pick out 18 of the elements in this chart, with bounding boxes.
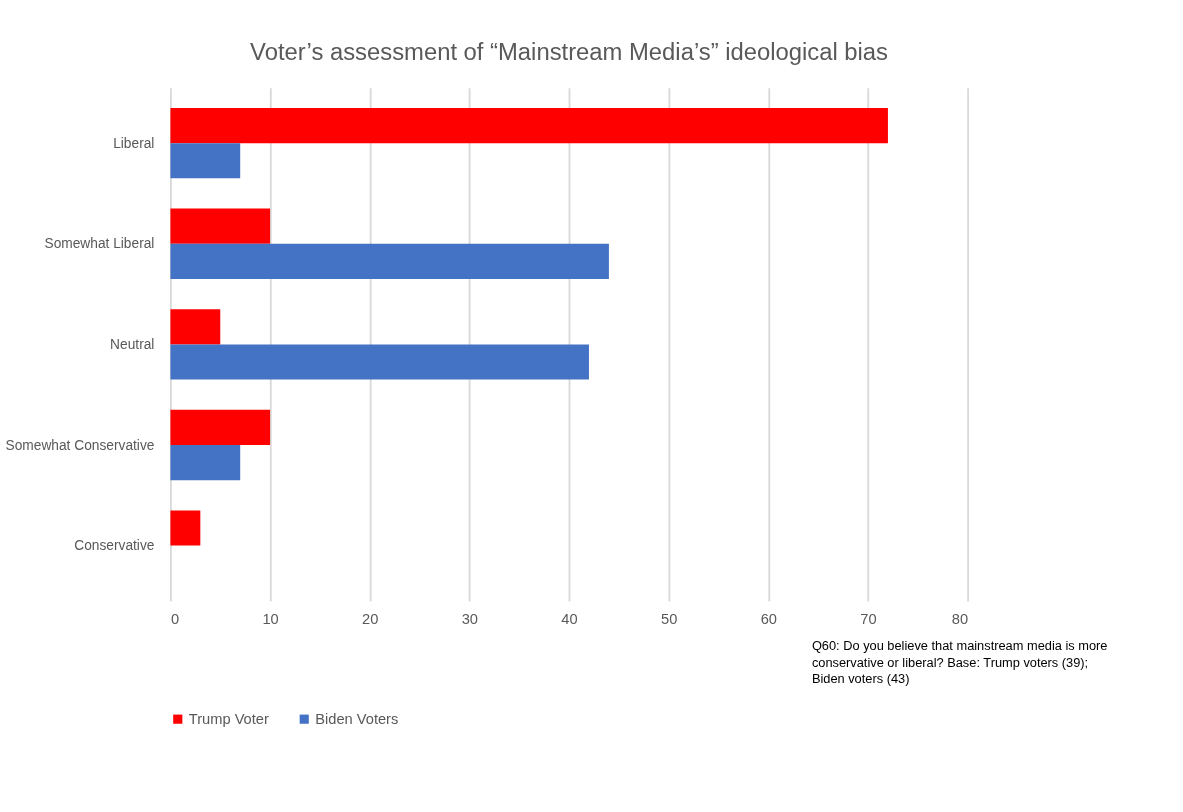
- legend-label: Trump Voter: [188, 710, 269, 727]
- y-tick-label: Somewhat Conservative: [5, 437, 155, 453]
- y-tick-label: Liberal: [113, 135, 155, 151]
- x-tick-label: 10: [262, 611, 279, 628]
- x-tick-label: 60: [760, 611, 777, 628]
- y-tick-label: Neutral: [110, 336, 155, 352]
- legend-label: Biden Voters: [315, 710, 399, 727]
- x-tick-label: 0: [170, 611, 180, 628]
- text: Q60: Do you believe that mainstream media is more conservative or liberal? Base: Trump voters (39); Biden voters (43): [811, 638, 1108, 687]
- x-tick-label: 40: [561, 611, 578, 628]
- x-tick-label: 50: [661, 611, 678, 628]
- x-tick-label: 20: [362, 611, 379, 628]
- chart-title: Voter’s assessment of “Mainstream Media’s” ideological bias: [250, 38, 889, 66]
- y-tick-label: Somewhat Liberal: [44, 236, 155, 252]
- x-tick-label: 70: [860, 611, 877, 628]
- x-tick-label: 30: [461, 611, 479, 628]
- y-tick-label: Conservative: [74, 538, 155, 554]
- x-tick-label: 80: [951, 611, 969, 628]
